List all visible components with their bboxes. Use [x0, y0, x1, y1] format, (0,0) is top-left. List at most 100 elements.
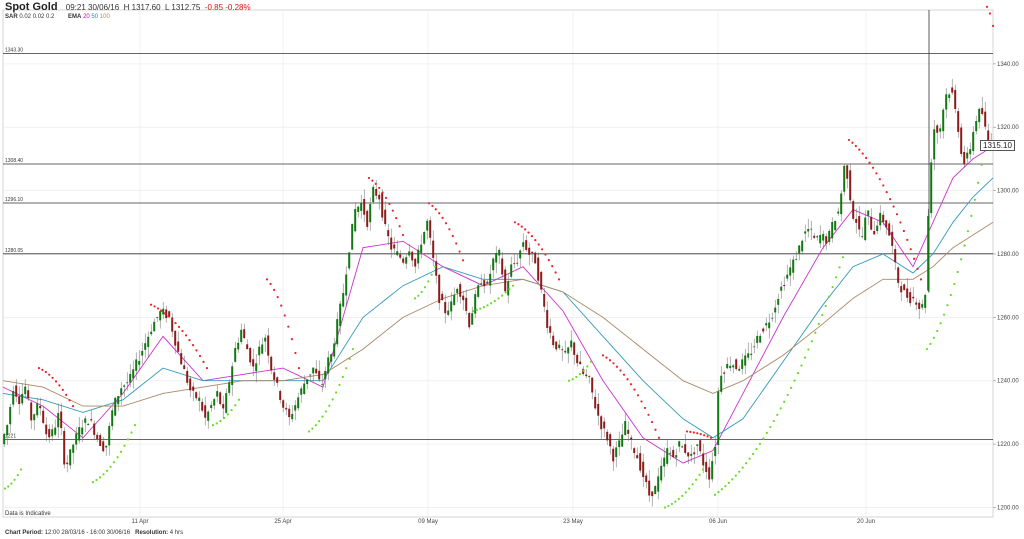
candle-up [81, 427, 84, 435]
sar-dot [551, 265, 554, 268]
candle-up [36, 403, 39, 416]
sar-dots [3, 5, 995, 509]
sar-dot [427, 280, 430, 283]
sar-dot [861, 152, 864, 155]
sar-dot [51, 376, 54, 379]
sar-dot [810, 340, 813, 343]
sar-dot [772, 419, 775, 423]
candle-up [876, 225, 879, 232]
candle-down [984, 111, 987, 127]
candle-down [459, 284, 462, 297]
candle-down [387, 230, 390, 237]
candle-up [945, 94, 948, 110]
sar-dot [265, 278, 269, 281]
candle-down [165, 309, 168, 319]
sar-dot [960, 258, 963, 261]
sar-dot [706, 435, 709, 438]
candle-down [627, 429, 630, 434]
candle-down [612, 448, 615, 462]
candle-up [624, 421, 627, 435]
ema-50-label: 50 [91, 14, 99, 20]
candle-up [669, 452, 672, 454]
candle-down [951, 87, 954, 93]
sar-dot [647, 413, 650, 416]
sar-dot [953, 282, 956, 286]
candle-up [396, 251, 399, 256]
candle-up [87, 423, 90, 426]
candle-down [882, 214, 885, 223]
sar-dot [500, 294, 504, 297]
sar-dot [318, 420, 321, 423]
sar-dot [814, 331, 817, 334]
sar-dot [973, 198, 976, 201]
candle-down [381, 192, 384, 218]
ema-20-label: 20 [83, 14, 90, 20]
candle-up [747, 353, 750, 358]
sar-dot [116, 456, 119, 459]
sar-dot [170, 318, 174, 321]
candle-down [900, 286, 903, 293]
candle-up [714, 446, 717, 457]
sar-dot [381, 191, 384, 194]
sar-params: 0.02 0.02 0.2 [19, 14, 55, 20]
y-axis: 1200.00 1220.00 1240.00 1260.00 1280.00 1300.… [993, 62, 1019, 511]
y-tick-label: 1340.00 [997, 62, 1019, 68]
x-tick-label: 20 Jun [857, 519, 875, 525]
sar-dot [670, 502, 674, 506]
sar-dot [694, 478, 698, 481]
candle-down [606, 431, 609, 441]
candle-down [60, 411, 63, 429]
x-tick-label: 11 Apr [132, 519, 149, 525]
sar-dot [149, 303, 153, 306]
candle-up [921, 304, 924, 308]
low-label: L [165, 3, 170, 12]
sar-dot [691, 483, 694, 486]
sar-dot [758, 442, 762, 445]
candle-up [330, 354, 333, 362]
candle-down [276, 377, 279, 383]
candle-up [972, 132, 975, 151]
candle-down [762, 328, 765, 332]
sar-dot [906, 238, 909, 241]
sar-dot [654, 428, 657, 431]
sar-dot [314, 424, 317, 427]
sar-dot [946, 304, 949, 307]
candle-up [654, 486, 657, 495]
sar-dot [348, 357, 351, 361]
sar-dot [181, 329, 184, 333]
candle-up [822, 233, 825, 241]
candle-down [936, 125, 939, 133]
candle-down [858, 216, 861, 230]
candle-down [435, 261, 438, 276]
sar-dot [482, 306, 486, 309]
candle-down [399, 254, 402, 258]
candle-up [831, 222, 834, 239]
candle-up [108, 426, 111, 446]
candle-up [570, 340, 573, 348]
sar-dot [37, 366, 41, 370]
candle-down [48, 429, 51, 438]
sar-dot [177, 325, 181, 328]
sar-dot [885, 190, 888, 194]
sar-dot [420, 290, 423, 294]
candle-up [159, 311, 162, 321]
low-value: 1312.75 [171, 3, 201, 12]
grid-lines [2, 9, 994, 518]
candle-down [603, 421, 606, 429]
candle-down [177, 341, 180, 352]
sar-dot [54, 380, 58, 383]
candle-up [135, 359, 138, 371]
candle-down [432, 240, 435, 258]
candle-down [411, 251, 414, 261]
sar-dot [237, 398, 241, 401]
instrument-title: Spot Gold [5, 1, 58, 13]
candle-up [156, 317, 159, 319]
candle-up [123, 385, 126, 387]
sar-dot [374, 182, 377, 185]
sar-dot [554, 271, 557, 274]
candle-up [408, 251, 411, 256]
candle-up [933, 129, 936, 160]
candle-down [981, 108, 984, 114]
candle-down [825, 236, 828, 244]
